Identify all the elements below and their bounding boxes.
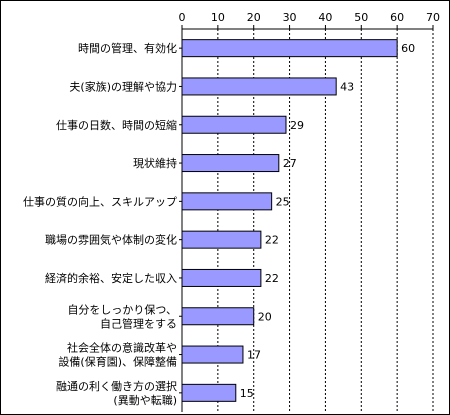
bar-5	[181, 230, 262, 249]
bar-7	[181, 307, 255, 326]
category-label-2: 仕事の日数、時間の短縮	[56, 118, 177, 132]
value-label-7: 20	[258, 310, 272, 323]
category-label-9-line-0: 融通の利く働き方の選択	[56, 379, 177, 393]
value-label-6: 22	[265, 272, 279, 285]
category-label-3: 現状維持	[133, 156, 177, 170]
value-label-5: 22	[265, 234, 279, 247]
x-tick-label-60: 60	[390, 11, 404, 24]
category-label-0: 時間の管理、有効化	[78, 41, 177, 55]
category-label-5: 職場の雰囲気や体制の変化	[45, 233, 177, 247]
value-label-0: 60	[401, 42, 415, 55]
value-label-9: 15	[240, 387, 254, 400]
category-label-9-line-1: (異動や転職)	[113, 393, 177, 407]
value-label-8: 17	[247, 349, 261, 362]
x-tick-label-20: 20	[247, 11, 261, 24]
category-label-8-line-0: 社会全体の意識改革や	[67, 341, 177, 355]
x-tick-label-10: 10	[211, 11, 225, 24]
bar-6	[181, 268, 262, 287]
category-label-1: 夫(家族)の理解や協力	[69, 79, 177, 93]
category-label-7-line-1: 自己管理をする	[100, 316, 177, 330]
x-tick-label-0: 0	[179, 11, 186, 24]
value-label-4: 25	[276, 195, 290, 208]
bar-9	[181, 383, 237, 402]
bar-0	[181, 39, 398, 58]
value-label-2: 29	[290, 119, 304, 132]
value-label-1: 43	[340, 80, 354, 93]
category-label-7-line-0: 自分をしっかり保つ、	[67, 302, 177, 316]
x-tick-label-40: 40	[318, 11, 332, 24]
bar-8	[181, 345, 244, 364]
bar-4	[181, 192, 273, 211]
x-tick-label-30: 30	[283, 11, 297, 24]
value-label-3: 27	[283, 157, 297, 170]
category-label-4: 仕事の質の向上、スキルアップ	[23, 194, 177, 208]
x-tick-label-70: 70	[426, 11, 440, 24]
category-label-6: 経済的余裕、安定した収入	[45, 271, 177, 285]
x-tick-label-50: 50	[354, 11, 368, 24]
bar-1	[181, 77, 337, 96]
bar-3	[181, 154, 280, 173]
category-label-8-line-1: 設備(保育園)、保障整備	[58, 355, 177, 369]
bar-2	[181, 115, 287, 134]
